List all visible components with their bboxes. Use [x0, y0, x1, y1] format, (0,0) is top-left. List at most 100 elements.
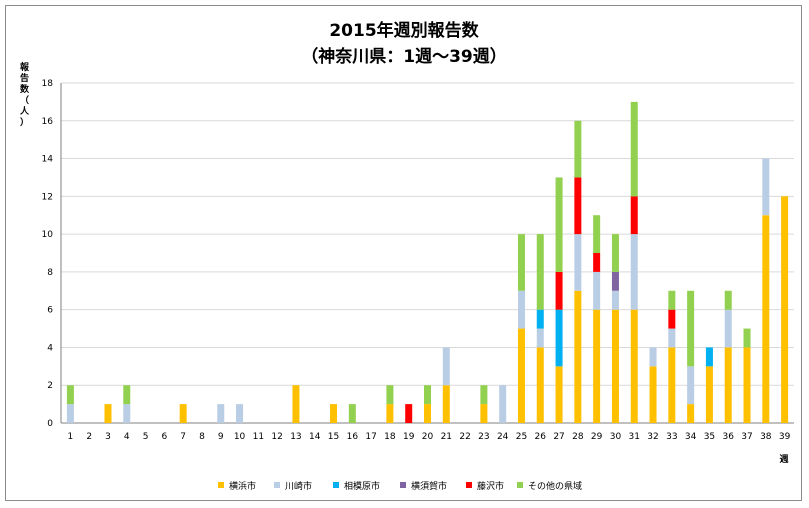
legend-label-1: 川崎市 — [285, 480, 312, 492]
y-tick-8: 8 — [47, 268, 53, 278]
bar-week-26-series-1 — [536, 328, 544, 348]
x-tick-4: 4 — [124, 432, 130, 442]
x-tick-7: 7 — [180, 432, 186, 442]
legend: 横浜市 川崎市 相模原市 横須賀市 藤沢市 その他の県域 — [218, 480, 582, 492]
bar-week-4-series-1 — [123, 404, 131, 423]
x-tick-20: 20 — [422, 432, 434, 442]
x-tick-26: 26 — [535, 432, 547, 442]
x-tick-27: 27 — [553, 432, 564, 442]
legend-swatch-5 — [517, 482, 523, 488]
x-tick-1: 1 — [68, 432, 74, 442]
x-tick-39: 39 — [779, 432, 791, 442]
x-tick-15: 15 — [328, 432, 339, 442]
bar-week-32-series-0 — [649, 366, 657, 423]
x-tick-14: 14 — [309, 432, 321, 442]
bar-week-31-series-0 — [630, 309, 638, 423]
bar-week-39-series-0 — [781, 196, 789, 423]
legend-label-4: 藤沢市 — [477, 480, 504, 492]
bar-week-10-series-1 — [236, 404, 244, 423]
bar-week-36-series-1 — [724, 309, 732, 348]
x-tick-6: 6 — [162, 432, 168, 442]
bar-week-29-series-4 — [593, 253, 601, 272]
bar-week-26-series-5 — [536, 234, 544, 310]
bar-week-26-series-2 — [536, 309, 544, 329]
bar-week-32-series-1 — [649, 347, 657, 367]
y-tick-4: 4 — [47, 343, 53, 353]
x-tick-25: 25 — [516, 432, 527, 442]
bar-week-25-series-1 — [517, 290, 525, 329]
x-tick-11: 11 — [253, 432, 264, 442]
bar-week-27-series-5 — [555, 177, 563, 272]
bar-week-4-series-5 — [123, 385, 131, 405]
bar-week-23-series-5 — [480, 385, 488, 405]
chart-subtitle: （神奈川県：1週～39週） — [301, 46, 507, 67]
legend-label-3: 横須賀市 — [411, 480, 447, 492]
bar-week-18-series-0 — [386, 404, 394, 423]
bar-week-33-series-5 — [668, 290, 676, 310]
x-tick-13: 13 — [290, 432, 301, 442]
bar-week-29-series-0 — [593, 309, 601, 423]
bar-week-31-series-4 — [630, 196, 638, 235]
bar-week-30-series-5 — [611, 234, 619, 272]
x-tick-8: 8 — [199, 432, 205, 442]
bar-week-21-series-1 — [442, 347, 450, 386]
x-tick-17: 17 — [365, 432, 376, 442]
bar-week-25-series-0 — [517, 328, 525, 423]
bar-week-38-series-0 — [762, 215, 770, 423]
bar-week-30-series-3 — [611, 271, 619, 291]
x-tick-10: 10 — [234, 432, 246, 442]
x-tick-19: 19 — [403, 432, 415, 442]
legend-label-2: 相模原市 — [344, 480, 380, 492]
bar-week-34-series-5 — [687, 290, 695, 367]
bars — [66, 101, 789, 423]
x-tick-29: 29 — [591, 432, 603, 442]
y-axis-label: 報告数（人） — [19, 61, 30, 128]
legend-swatch-2 — [333, 482, 339, 488]
bar-week-27-series-2 — [555, 309, 563, 367]
bar-week-36-series-5 — [724, 290, 732, 310]
x-tick-2: 2 — [86, 432, 92, 442]
bar-week-13-series-0 — [292, 385, 300, 423]
x-tick-33: 33 — [666, 432, 677, 442]
x-tick-35: 35 — [704, 432, 715, 442]
x-tick-31: 31 — [629, 432, 640, 442]
x-tick-labels: 1 2 3 4 5 6 7 8 9 10 11 12 13 14 15 16 17 18 19 20 21 22 23 24 2… — [68, 432, 791, 442]
legend-swatch-3 — [400, 482, 406, 488]
x-tick-36: 36 — [722, 432, 734, 442]
bar-week-31-series-5 — [630, 101, 638, 197]
x-tick-23: 23 — [478, 432, 489, 442]
x-tick-37: 37 — [741, 432, 752, 442]
x-tick-9: 9 — [218, 432, 224, 442]
y-tick-0: 0 — [47, 419, 53, 429]
bar-week-27-series-0 — [555, 366, 563, 423]
y-tick-labels: 0 2 4 6 8 10 12 14 16 18 — [42, 79, 54, 429]
bar-week-34-series-0 — [687, 404, 695, 423]
bar-week-16-series-5 — [348, 404, 356, 423]
bar-week-15-series-0 — [330, 404, 338, 423]
bar-week-19-series-4 — [405, 404, 413, 423]
x-tick-38: 38 — [760, 432, 772, 442]
bar-week-3-series-0 — [104, 404, 112, 423]
bar-week-31-series-1 — [630, 234, 638, 310]
chart-svg: 2015年週別報告数 （神奈川県：1週～39週） 報告数（人） 週 024681… — [19, 20, 794, 492]
bar-week-33-series-1 — [668, 328, 676, 348]
y-tick-10: 10 — [42, 230, 54, 240]
x-tick-28: 28 — [572, 432, 584, 442]
x-tick-34: 34 — [685, 432, 697, 442]
y-tick-2: 2 — [47, 381, 53, 391]
bar-week-25-series-5 — [517, 234, 525, 291]
x-tick-18: 18 — [384, 432, 396, 442]
bar-week-28-series-5 — [574, 120, 582, 178]
bar-week-27-series-4 — [555, 271, 563, 310]
x-tick-32: 32 — [647, 432, 658, 442]
bar-week-9-series-1 — [217, 404, 225, 423]
bar-week-28-series-1 — [574, 234, 582, 291]
bar-week-1-series-1 — [66, 404, 74, 423]
gridlines — [60, 82, 794, 424]
bar-week-33-series-4 — [668, 309, 676, 329]
bar-week-29-series-5 — [593, 215, 601, 253]
bar-week-28-series-4 — [574, 177, 582, 235]
bar-week-29-series-1 — [593, 271, 601, 310]
legend-label-0: 横浜市 — [229, 480, 256, 492]
